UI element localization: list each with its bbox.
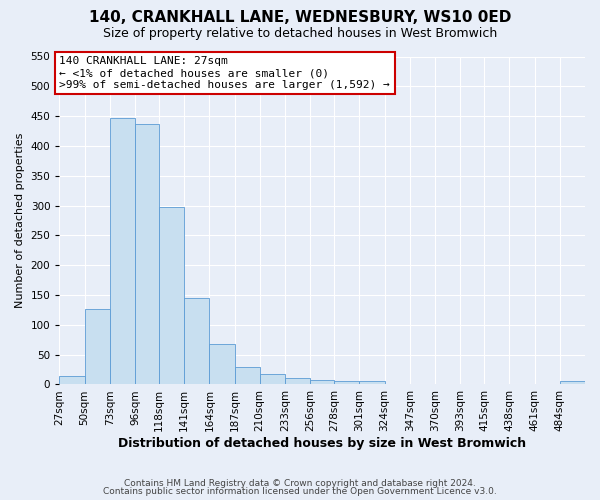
- Text: 140 CRANKHALL LANE: 27sqm
← <1% of detached houses are smaller (0)
>99% of semi-: 140 CRANKHALL LANE: 27sqm ← <1% of detac…: [59, 56, 390, 90]
- Bar: [59, 376, 85, 384]
- Bar: [110, 118, 135, 384]
- Bar: [85, 308, 110, 384]
- Text: Contains public sector information licensed under the Open Government Licence v3: Contains public sector information licen…: [103, 487, 497, 496]
- Bar: [560, 382, 585, 384]
- Text: Contains HM Land Registry data © Crown copyright and database right 2024.: Contains HM Land Registry data © Crown c…: [124, 478, 476, 488]
- Bar: [334, 382, 359, 384]
- Bar: [209, 344, 235, 385]
- Bar: [310, 380, 334, 384]
- Bar: [135, 124, 159, 384]
- Bar: [235, 367, 260, 384]
- Bar: [359, 382, 385, 384]
- Text: Size of property relative to detached houses in West Bromwich: Size of property relative to detached ho…: [103, 28, 497, 40]
- Bar: [285, 378, 310, 384]
- Bar: [260, 374, 285, 384]
- Text: 140, CRANKHALL LANE, WEDNESBURY, WS10 0ED: 140, CRANKHALL LANE, WEDNESBURY, WS10 0E…: [89, 10, 511, 25]
- Y-axis label: Number of detached properties: Number of detached properties: [15, 133, 25, 308]
- Bar: [184, 298, 209, 384]
- X-axis label: Distribution of detached houses by size in West Bromwich: Distribution of detached houses by size …: [118, 437, 526, 450]
- Bar: [159, 207, 184, 384]
